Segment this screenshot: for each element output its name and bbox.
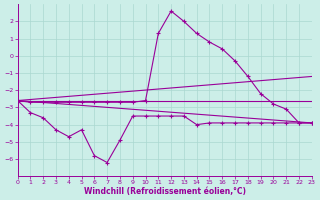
X-axis label: Windchill (Refroidissement éolien,°C): Windchill (Refroidissement éolien,°C) [84, 187, 246, 196]
